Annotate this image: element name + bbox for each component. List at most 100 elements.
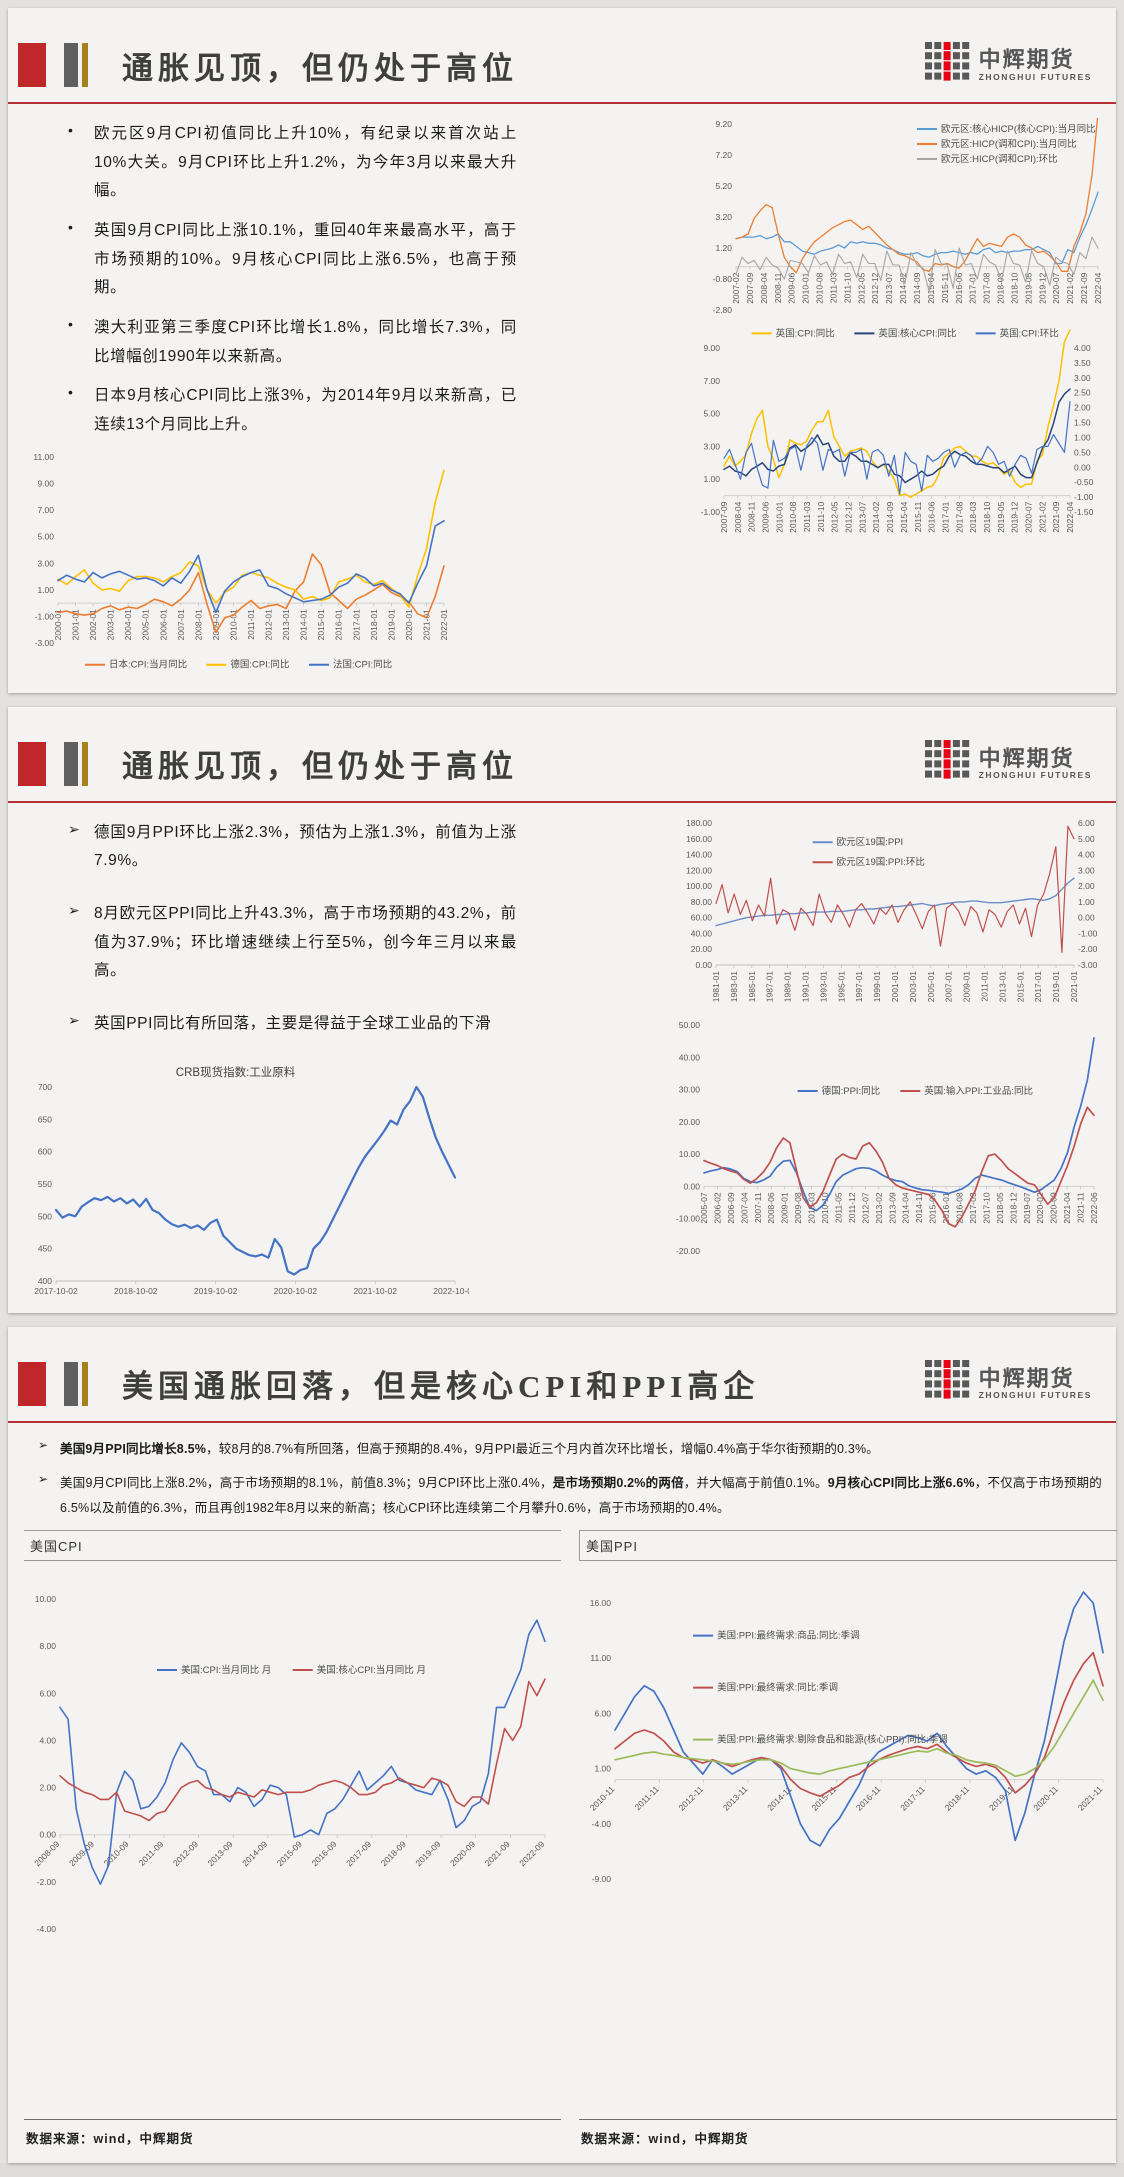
svg-text:2012-12: 2012-12 — [870, 272, 880, 303]
svg-text:2021-04: 2021-04 — [1062, 1192, 1072, 1223]
svg-text:2019-12: 2019-12 — [1010, 501, 1020, 532]
svg-text:2019-01: 2019-01 — [386, 609, 396, 640]
svg-text:1995-01: 1995-01 — [836, 970, 846, 1001]
svg-text:1.00: 1.00 — [703, 474, 720, 484]
svg-text:2000-01: 2000-01 — [53, 609, 63, 640]
svg-text:2021-09: 2021-09 — [483, 1839, 512, 1868]
svg-text:180.00: 180.00 — [686, 818, 712, 828]
bullet-item: ➢ 英国PPI同比有所回落，主要是得益于全球工业品的下滑 — [68, 1010, 517, 1039]
svg-text:2017-08: 2017-08 — [954, 501, 964, 532]
bullet-text: 美国9月PPI同比增长8.5%，较8月的8.7%有所回落，但高于预期的8.4%，… — [60, 1441, 880, 1456]
svg-text:2011-11: 2011-11 — [633, 1784, 661, 1812]
svg-text:-4.00: -4.00 — [37, 1924, 57, 1934]
svg-text:2019-09: 2019-09 — [413, 1839, 442, 1868]
title-gray-block — [64, 741, 78, 786]
svg-text:2013-07: 2013-07 — [857, 501, 867, 532]
svg-text:欧元区19国:PPI: 欧元区19国:PPI — [837, 836, 904, 848]
svg-text:2009-08: 2009-08 — [793, 1192, 803, 1223]
japan-germany-france-cpi-chart: 11.00 9.00 7.00 5.00 3.00 1.00 -1.00 -3.002000-… — [33, 452, 449, 671]
svg-text:欧元区:HICP(调和CPI):环比: 欧元区:HICP(调和CPI):环比 — [941, 153, 1058, 165]
svg-text:2012-07: 2012-07 — [860, 1192, 870, 1223]
svg-text:2.50: 2.50 — [1074, 388, 1091, 398]
bullet-marker: ➢ — [68, 902, 80, 919]
svg-text:2018-03: 2018-03 — [968, 501, 978, 532]
slide-inflation-ppi: 通胀见顶，但仍处于高位 中辉期货 ZHONGHUI FUTURES ➢ 德国9月P… — [8, 706, 1116, 1313]
svg-text:2016-06: 2016-06 — [927, 501, 937, 532]
svg-text:2012-12: 2012-12 — [844, 501, 854, 532]
svg-text:1985-01: 1985-01 — [747, 970, 757, 1001]
svg-text:2009-09: 2009-09 — [67, 1839, 96, 1868]
svg-text:3.00: 3.00 — [1074, 373, 1091, 383]
svg-text:2017-01: 2017-01 — [351, 609, 361, 640]
svg-text:2006-09: 2006-09 — [726, 1192, 736, 1223]
svg-text:9.00: 9.00 — [37, 478, 54, 488]
svg-text:2010-01: 2010-01 — [228, 609, 238, 640]
svg-text:2006-01: 2006-01 — [158, 609, 168, 640]
svg-text:4.00: 4.00 — [1074, 343, 1091, 353]
title-red-block — [18, 43, 46, 87]
bullet-list: • 欧元区9月CPI初值同比上升10%，有纪录以来首次站上10%大关。9月CPI环… — [26, 118, 523, 440]
svg-text:2019-10-02: 2019-10-02 — [194, 1286, 238, 1296]
section-label-us-ppi: 美国PPI — [579, 1529, 1117, 1561]
svg-text:2014-02: 2014-02 — [871, 501, 881, 532]
svg-text:40.00: 40.00 — [691, 928, 713, 938]
svg-text:2011-10: 2011-10 — [842, 272, 852, 303]
svg-text:-3.00: -3.00 — [1078, 960, 1098, 970]
bullet-text: 德国9月PPI环比上涨2.3%，预估为上涨1.3%，前值为上涨7.9%。 — [94, 823, 517, 870]
svg-text:30.00: 30.00 — [679, 1084, 701, 1094]
bullet-item: • 欧元区9月CPI初值同比上升10%，有纪录以来首次站上10%大关。9月CPI环… — [68, 120, 517, 206]
svg-text:400: 400 — [38, 1276, 52, 1286]
svg-text:2013-09: 2013-09 — [887, 1192, 897, 1223]
svg-text:0.00: 0.00 — [1074, 462, 1091, 472]
svg-text:2005-01: 2005-01 — [926, 970, 936, 1001]
bullet-marker: • — [68, 219, 73, 236]
data-source-footer: 数据来源：wind，中辉期货 — [24, 2118, 561, 2153]
svg-text:2007-01: 2007-01 — [176, 609, 186, 640]
bullet-item: • 英国9月CPI同比上涨10.1%，重回40年来最高水平，高于市场预期的10%。… — [68, 217, 517, 303]
zhonghui-grid-logo-icon — [924, 739, 971, 787]
svg-text:2014-01: 2014-01 — [299, 609, 309, 640]
page-title: 美国通胀回落，但是核心CPI和PPI高企 — [122, 1369, 760, 1405]
svg-text:2018-10: 2018-10 — [982, 501, 992, 532]
svg-text:40.00: 40.00 — [679, 1052, 701, 1062]
bullet-text: 欧元区9月CPI初值同比上升10%，有纪录以来首次站上10%大关。9月CPI环比… — [94, 125, 517, 200]
svg-text:2008-09: 2008-09 — [32, 1839, 61, 1868]
svg-text:-3.00: -3.00 — [35, 638, 55, 648]
bullet-marker: • — [68, 316, 73, 333]
svg-text:-1.00: -1.00 — [701, 507, 721, 517]
svg-text:2009-06: 2009-06 — [787, 272, 797, 303]
bullet-marker: • — [68, 122, 73, 138]
brand-name-cn: 中辉期货 — [978, 746, 1075, 772]
svg-text:2021-10-02: 2021-10-02 — [353, 1286, 397, 1296]
svg-text:2.00: 2.00 — [1078, 881, 1095, 891]
svg-text:1.50: 1.50 — [1074, 418, 1091, 428]
svg-text:2013-07: 2013-07 — [884, 272, 894, 303]
svg-text:1983-01: 1983-01 — [729, 970, 739, 1001]
title-red-block — [18, 741, 46, 786]
svg-text:2017-11: 2017-11 — [898, 1784, 927, 1813]
bullet-marker: ➢ — [38, 1437, 49, 1452]
svg-text:2020-11: 2020-11 — [1031, 1784, 1060, 1813]
bullet-text: 澳大利亚第三季度CPI环比增长1.8%，同比增长7.3%，同比增幅创1990年以… — [94, 319, 517, 365]
svg-text:2014-02: 2014-02 — [898, 272, 908, 303]
svg-text:2017-01: 2017-01 — [968, 272, 978, 303]
svg-text:2015-11: 2015-11 — [913, 501, 923, 532]
svg-text:2022-01: 2022-01 — [439, 609, 449, 640]
svg-text:2006-02: 2006-02 — [712, 1192, 722, 1223]
svg-text:2011-05: 2011-05 — [833, 1192, 843, 1223]
svg-text:8.00: 8.00 — [39, 1641, 56, 1651]
svg-text:2017-01: 2017-01 — [1033, 970, 1043, 1001]
svg-text:德国:CPI:同比: 德国:CPI:同比 — [230, 658, 289, 670]
svg-text:2009-06: 2009-06 — [761, 501, 771, 532]
svg-text:2019-07: 2019-07 — [1022, 1192, 1032, 1223]
svg-text:2018-09: 2018-09 — [379, 1839, 408, 1868]
svg-text:7.00: 7.00 — [37, 505, 54, 515]
svg-text:5.00: 5.00 — [37, 531, 54, 541]
svg-text:160.00: 160.00 — [686, 833, 712, 843]
svg-text:-9.00: -9.00 — [592, 1874, 612, 1884]
svg-text:700: 700 — [38, 1082, 52, 1092]
svg-text:2021-01: 2021-01 — [1069, 970, 1079, 1001]
svg-text:英国:输入PPI:工业品:同比: 英国:输入PPI:工业品:同比 — [924, 1085, 1033, 1097]
svg-text:11.00: 11.00 — [590, 1653, 611, 1663]
